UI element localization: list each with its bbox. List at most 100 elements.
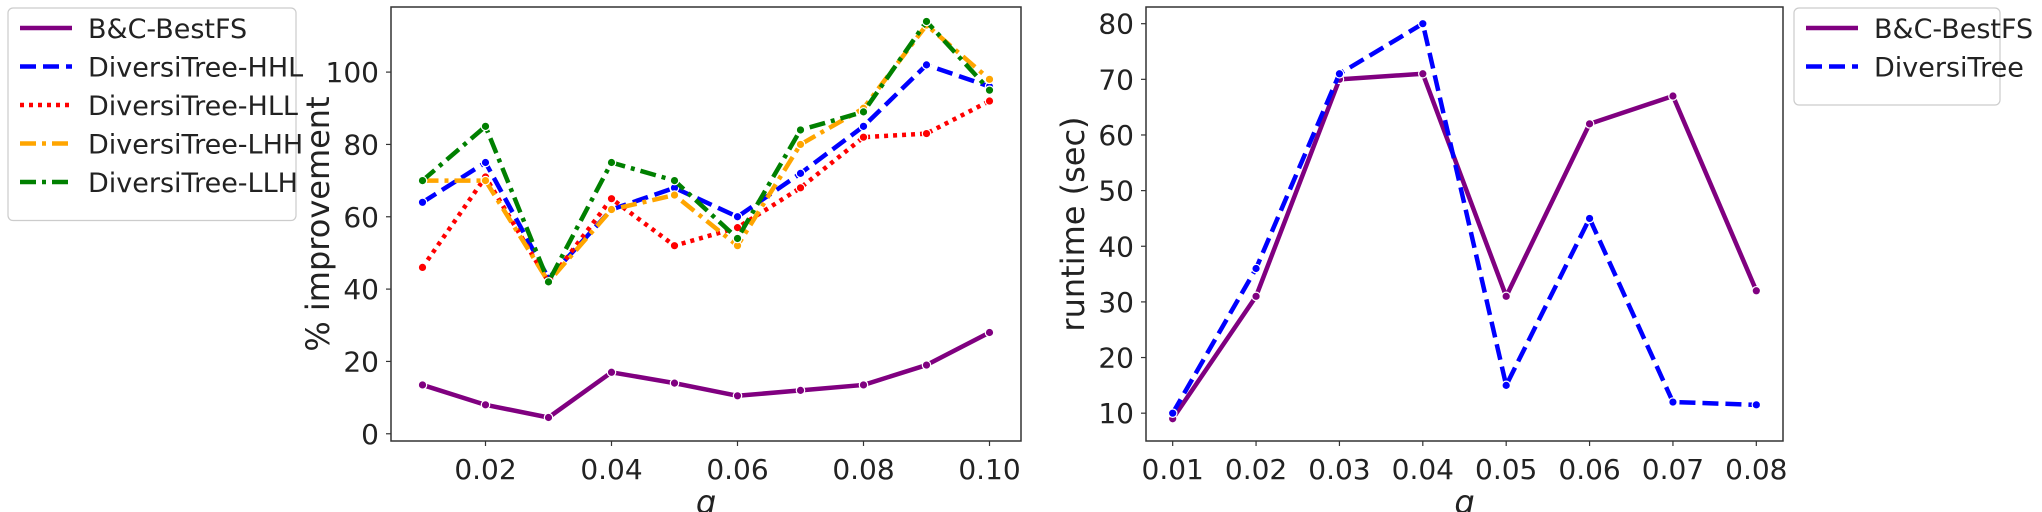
data-point: [543, 277, 554, 287]
x-axis-label: q: [696, 483, 716, 512]
series-diversitree: [1167, 18, 1762, 418]
data-point: [921, 360, 932, 370]
data-point: [1584, 119, 1595, 129]
data-point: [858, 107, 869, 117]
data-point: [669, 240, 680, 251]
data-point: [1501, 291, 1511, 302]
y-tick-label: 20: [1098, 342, 1134, 375]
y-tick-label: 70: [1098, 63, 1134, 96]
series-line: [421, 19, 992, 285]
series-b-c-bestfs: [417, 327, 995, 423]
x-tick-label: 0.08: [1725, 453, 1787, 486]
chart-2: 0.01 0.02 0.03 0.04 0.05 0.06 0.07 0.08 10 20 30 40…: [1054, 6, 2033, 512]
y-tick-label: 30: [1098, 286, 1134, 319]
series-diversitree-lhh: [417, 20, 995, 287]
data-point: [795, 168, 806, 179]
legend-box: [7, 7, 297, 222]
legend-label: B&C-BestFS: [1874, 14, 2033, 45]
data-point: [795, 139, 806, 150]
data-point: [1251, 263, 1261, 274]
data-point: [669, 378, 680, 388]
data-point: [795, 125, 806, 135]
y-tick-label: 20: [343, 345, 379, 378]
data-point: [480, 400, 491, 410]
data-point: [417, 262, 428, 273]
x-axis-label: q: [1454, 483, 1474, 512]
data-point: [732, 390, 743, 401]
x-tick-label: 0.08: [832, 453, 894, 486]
data-point: [732, 211, 743, 222]
data-point: [417, 197, 428, 208]
plot-frame: [390, 6, 1022, 442]
y-axis-label: % improvement: [299, 96, 337, 351]
data-point: [606, 157, 617, 168]
data-point: [858, 132, 869, 142]
y-tick-label: 60: [343, 201, 379, 234]
data-point: [480, 157, 491, 168]
data-point: [732, 233, 743, 244]
series-line: [421, 62, 991, 281]
legend-label: DiversiTree-LLH: [88, 168, 298, 199]
y-tick-label: 40: [1098, 230, 1134, 263]
y-tick-label: 0: [361, 418, 379, 451]
data-point: [984, 85, 995, 95]
x-tick-label: 0.05: [1475, 453, 1537, 486]
data-point: [669, 175, 680, 186]
data-point: [795, 183, 806, 193]
data-point: [1418, 68, 1428, 79]
data-point: [417, 175, 428, 186]
y-tick-label: 40: [343, 273, 379, 306]
x-tick-label: 0.04: [1392, 453, 1454, 486]
series-line: [1170, 71, 1759, 421]
data-point: [984, 327, 995, 338]
data-point: [1751, 400, 1762, 410]
y-tick-label: 10: [1098, 397, 1134, 430]
data-point: [984, 96, 995, 106]
series-line: [420, 99, 991, 285]
y-tick-label: 80: [1098, 8, 1134, 41]
data-point: [1418, 18, 1428, 29]
y-tick-label: 100: [326, 56, 379, 89]
y-tick-label: 80: [343, 128, 379, 161]
data-point: [858, 380, 869, 390]
legend-label: DiversiTree: [1874, 53, 2024, 84]
legend-label: DiversiTree-HHL: [88, 53, 303, 84]
data-point: [858, 121, 869, 132]
chart-1: 0.02 0.04 0.06 0.08 0.10 0 20 40 60 80 100 q % impro…: [7, 6, 1022, 512]
data-point: [1584, 213, 1595, 224]
data-point: [1334, 68, 1345, 79]
data-point: [669, 190, 680, 200]
x-tick-label: 0.06: [706, 453, 768, 486]
legend-label: DiversiTree-HLL: [88, 91, 298, 122]
data-point: [984, 74, 995, 85]
legend-label: DiversiTree-LHH: [88, 130, 303, 161]
series-diversitree-llh: [417, 16, 995, 287]
data-point: [795, 385, 806, 396]
data-point: [1501, 380, 1511, 391]
legend-label: B&C-BestFS: [88, 14, 247, 45]
data-point: [921, 60, 932, 70]
x-tick-label: 0.10: [958, 453, 1020, 486]
x-tick-label: 0.02: [454, 453, 516, 486]
data-point: [606, 193, 617, 204]
x-tick-label: 0.06: [1558, 453, 1620, 486]
data-point: [921, 16, 932, 27]
data-point: [480, 121, 491, 132]
series-b-c-bestfs: [1167, 68, 1762, 424]
legend: B&C-BestFS DiversiTree-HHL DiversiTree-HLL…: [7, 7, 303, 222]
data-point: [606, 367, 617, 378]
x-tick-label: 0.07: [1642, 453, 1704, 486]
series-diversitree-hll: [417, 96, 995, 287]
legend-box: [1793, 7, 2001, 106]
y-axis-label: runtime (sec): [1054, 116, 1092, 331]
x-tick-label: 0.03: [1308, 453, 1370, 486]
x-tick-label: 0.01: [1142, 453, 1204, 486]
series-line: [1170, 21, 1757, 415]
x-tick-label: 0.04: [580, 453, 642, 486]
data-point: [417, 380, 428, 390]
data-point: [921, 128, 932, 139]
x-tick-label: 0.02: [1225, 453, 1287, 486]
data-point: [1251, 291, 1261, 302]
series-line: [422, 22, 991, 285]
